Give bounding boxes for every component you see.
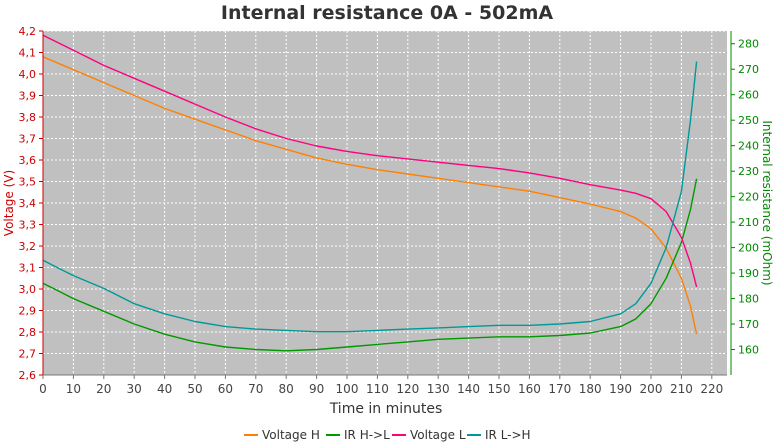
x-tick-label: 50 bbox=[187, 382, 202, 396]
x-tick-label: 80 bbox=[279, 382, 294, 396]
y-right-tick-label: 280 bbox=[738, 38, 759, 51]
y-right-tick-label: 160 bbox=[738, 344, 759, 357]
y-left-tick-label: 3,8 bbox=[19, 111, 37, 124]
x-tick-label: 70 bbox=[248, 382, 263, 396]
x-axis-title: Time in minutes bbox=[329, 401, 443, 417]
y-left-tick-label: 4,2 bbox=[19, 25, 37, 38]
y-left-tick-label: 3,5 bbox=[19, 176, 37, 189]
x-tick-label: 60 bbox=[218, 382, 233, 396]
series-line-voltage-h bbox=[42, 56, 698, 335]
x-tick-label: 210 bbox=[670, 382, 693, 396]
legend-label: IR H->L bbox=[344, 428, 390, 442]
axes: 0 10 20 30 40 50 60 70 80 90 100 110 120 130 140 150 160… bbox=[19, 25, 760, 396]
y-left-tick-label: 3,6 bbox=[19, 154, 37, 167]
y-left-tick-label: 2,8 bbox=[19, 326, 37, 339]
y-right-tick-label: 270 bbox=[738, 63, 759, 76]
series-line-ir-h-l bbox=[42, 178, 698, 352]
y-right-tick-label: 210 bbox=[738, 216, 759, 229]
x-tick-label: 0 bbox=[39, 382, 47, 396]
y-left-axis-title: Voltage (V) bbox=[2, 170, 16, 236]
legend-label: IR L->H bbox=[485, 428, 531, 442]
x-tick-label: 180 bbox=[579, 382, 602, 396]
x-tick-label: 120 bbox=[396, 382, 419, 396]
x-tick-label: 200 bbox=[640, 382, 663, 396]
y-left-tick-label: 3,4 bbox=[19, 197, 37, 210]
y-right-tick-label: 260 bbox=[738, 89, 759, 102]
x-tick-label: 140 bbox=[457, 382, 480, 396]
x-tick-label: 110 bbox=[366, 382, 389, 396]
x-tick-label: 90 bbox=[309, 382, 324, 396]
y-left-tick-label: 3,2 bbox=[19, 240, 37, 253]
x-tick-label: 190 bbox=[609, 382, 632, 396]
x-tick-label: 150 bbox=[488, 382, 511, 396]
y-left-tick-label: 3,0 bbox=[19, 283, 37, 296]
y-right-tick-label: 200 bbox=[738, 242, 759, 255]
legend: Voltage H IR H->L Voltage L IR L->H bbox=[244, 428, 531, 442]
y-left-tick-label: 3,9 bbox=[19, 90, 37, 103]
x-tick-label: 220 bbox=[700, 382, 723, 396]
y-right-tick-label: 220 bbox=[738, 191, 759, 204]
plot-area bbox=[42, 30, 727, 376]
x-tick-label: 170 bbox=[548, 382, 571, 396]
y-left-tick-label: 2,7 bbox=[19, 348, 37, 361]
y-left-tick-label: 4,0 bbox=[19, 68, 37, 81]
y-right-tick-label: 230 bbox=[738, 165, 759, 178]
y-right-tick-label: 240 bbox=[738, 140, 759, 153]
y-left-tick-label: 2,9 bbox=[19, 305, 37, 318]
x-tick-label: 130 bbox=[427, 382, 450, 396]
x-tick-label: 10 bbox=[66, 382, 81, 396]
y-left-tick-label: 4,1 bbox=[19, 47, 37, 60]
y-left-tick-label: 3,3 bbox=[19, 219, 37, 232]
y-left-tick-label: 2,6 bbox=[19, 369, 37, 382]
legend-label: Voltage L bbox=[410, 428, 466, 442]
chart-title: Internal resistance 0A - 502mA bbox=[221, 2, 553, 24]
x-tick-label: 30 bbox=[127, 382, 142, 396]
y-right-tick-label: 190 bbox=[738, 267, 759, 280]
series-line-ir-l-h bbox=[42, 61, 698, 333]
legend-label: Voltage H bbox=[262, 428, 320, 442]
x-tick-label: 100 bbox=[336, 382, 359, 396]
x-tick-label: 40 bbox=[157, 382, 172, 396]
x-tick-label: 20 bbox=[96, 382, 111, 396]
y-right-axis-title: Internal resistance (mOhm) bbox=[760, 120, 774, 285]
x-tick-label: 160 bbox=[518, 382, 541, 396]
series-line-voltage-l bbox=[42, 34, 698, 288]
y-right-tick-label: 180 bbox=[738, 293, 759, 306]
y-left-tick-label: 3,7 bbox=[19, 133, 37, 146]
y-left-tick-label: 3,1 bbox=[19, 262, 37, 275]
y-right-tick-label: 170 bbox=[738, 318, 759, 331]
y-right-tick-label: 250 bbox=[738, 114, 759, 127]
